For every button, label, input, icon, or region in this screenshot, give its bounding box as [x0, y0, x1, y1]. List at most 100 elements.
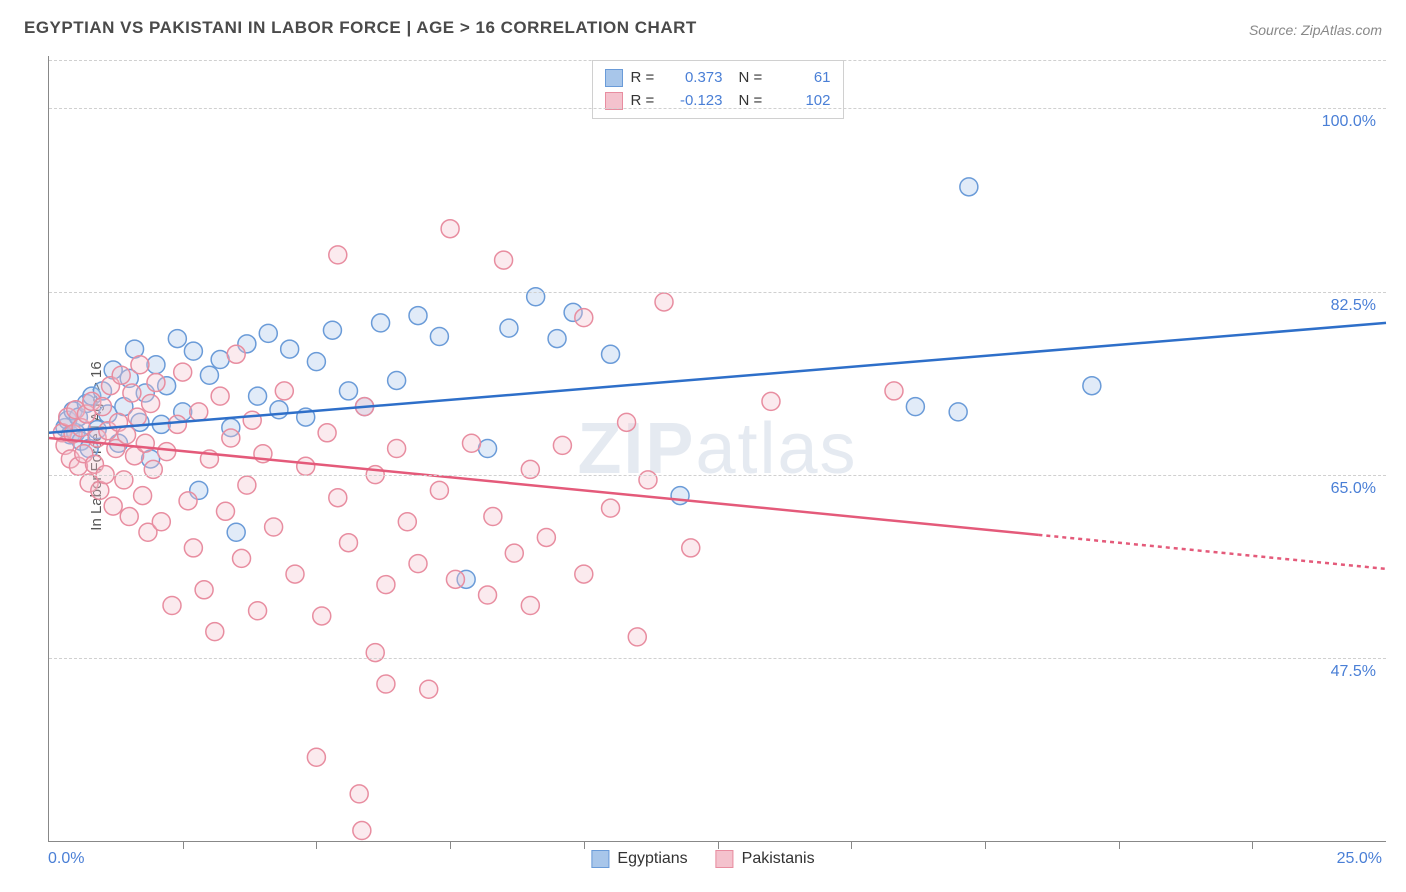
- legend-label: Egyptians: [617, 850, 687, 868]
- data-point: [313, 607, 331, 625]
- x-axis-max-label: 25.0%: [1337, 850, 1382, 868]
- data-point: [366, 644, 384, 662]
- data-point: [168, 415, 186, 433]
- legend-swatch: [591, 850, 609, 868]
- data-point: [128, 408, 146, 426]
- data-point: [329, 489, 347, 507]
- data-point: [323, 321, 341, 339]
- data-point: [112, 366, 130, 384]
- gridline: [49, 108, 1386, 109]
- data-point: [388, 371, 406, 389]
- gridline: [49, 475, 1386, 476]
- data-point: [297, 457, 315, 475]
- data-point: [211, 387, 229, 405]
- data-point: [307, 748, 325, 766]
- data-point: [420, 680, 438, 698]
- data-point: [174, 363, 192, 381]
- x-tick: [316, 841, 317, 849]
- correlation-legend: R =0.373N =61R =-0.123N =102: [592, 60, 844, 119]
- legend-item: Egyptians: [591, 850, 687, 868]
- data-point: [409, 555, 427, 573]
- data-point: [184, 342, 202, 360]
- n-label: N =: [739, 67, 771, 90]
- data-point: [372, 314, 390, 332]
- data-point: [144, 460, 162, 478]
- x-tick: [584, 841, 585, 849]
- data-point: [949, 403, 967, 421]
- data-point: [377, 576, 395, 594]
- legend-swatch: [716, 850, 734, 868]
- legend-item: Pakistanis: [716, 850, 815, 868]
- data-point: [142, 394, 160, 412]
- plot-area: ZIPatlas R =0.373N =61R =-0.123N =102 47…: [48, 56, 1386, 842]
- data-point: [479, 440, 497, 458]
- source-attribution: Source: ZipAtlas.com: [1249, 22, 1382, 38]
- data-point: [960, 178, 978, 196]
- data-point: [671, 487, 689, 505]
- data-point: [307, 353, 325, 371]
- data-point: [682, 539, 700, 557]
- data-point: [462, 434, 480, 452]
- data-point: [409, 307, 427, 325]
- data-point: [639, 471, 657, 489]
- data-point: [318, 424, 336, 442]
- data-point: [398, 513, 416, 531]
- data-point: [227, 523, 245, 541]
- data-point: [575, 565, 593, 583]
- data-point: [441, 220, 459, 238]
- chart-title: EGYPTIAN VS PAKISTANI IN LABOR FORCE | A…: [24, 18, 697, 38]
- data-point: [906, 398, 924, 416]
- data-point: [233, 549, 251, 567]
- data-point: [222, 429, 240, 447]
- data-point: [152, 513, 170, 531]
- data-point: [184, 539, 202, 557]
- x-tick: [985, 841, 986, 849]
- data-point: [575, 309, 593, 327]
- data-point: [136, 434, 154, 452]
- data-point: [134, 487, 152, 505]
- data-point: [527, 288, 545, 306]
- data-point: [238, 476, 256, 494]
- data-point: [118, 426, 136, 444]
- data-point: [329, 246, 347, 264]
- data-point: [430, 481, 448, 499]
- data-point: [446, 570, 464, 588]
- data-point: [655, 293, 673, 311]
- x-tick: [1119, 841, 1120, 849]
- data-point: [762, 392, 780, 410]
- data-point: [123, 384, 141, 402]
- data-point: [618, 413, 636, 431]
- data-point: [275, 382, 293, 400]
- legend-row: R =0.373N =61: [605, 67, 831, 90]
- data-point: [179, 492, 197, 510]
- data-point: [521, 460, 539, 478]
- data-point: [500, 319, 518, 337]
- x-tick: [450, 841, 451, 849]
- data-point: [270, 401, 288, 419]
- legend-label: Pakistanis: [742, 850, 815, 868]
- scatter-svg: [49, 56, 1386, 841]
- data-point: [350, 785, 368, 803]
- data-point: [377, 675, 395, 693]
- data-point: [168, 330, 186, 348]
- data-point: [163, 597, 181, 615]
- data-point: [147, 374, 165, 392]
- data-point: [388, 440, 406, 458]
- gridline: [49, 60, 1386, 61]
- data-point: [131, 356, 149, 374]
- data-point: [885, 382, 903, 400]
- data-point: [537, 528, 555, 546]
- data-point: [158, 443, 176, 461]
- gridline: [49, 658, 1386, 659]
- data-point: [120, 508, 138, 526]
- data-point: [505, 544, 523, 562]
- data-point: [353, 822, 371, 840]
- data-point: [259, 324, 277, 342]
- data-point: [200, 366, 218, 384]
- data-point: [265, 518, 283, 536]
- x-tick: [183, 841, 184, 849]
- data-point: [553, 436, 571, 454]
- data-point: [479, 586, 497, 604]
- data-point: [602, 345, 620, 363]
- data-point: [227, 345, 245, 363]
